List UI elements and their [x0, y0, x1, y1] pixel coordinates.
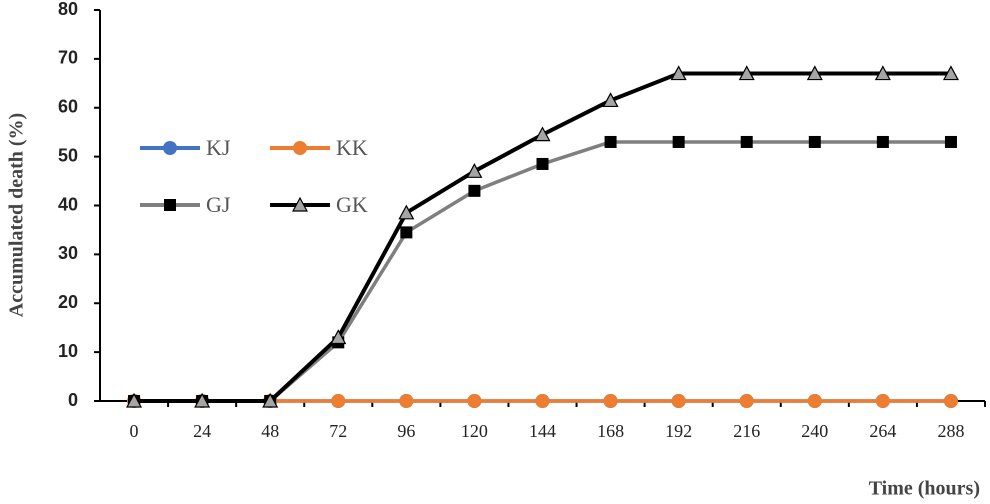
marker [942, 65, 959, 81]
legend-label: GK [336, 192, 368, 217]
marker [126, 392, 143, 408]
y-tick-label: 40 [58, 194, 78, 214]
marker [331, 394, 346, 408]
marker [535, 394, 550, 408]
marker [604, 135, 617, 148]
x-tick-label: 192 [665, 421, 692, 441]
marker [740, 135, 753, 148]
marker [164, 199, 176, 211]
marker [536, 157, 549, 170]
marker [876, 135, 889, 148]
legend-label: KK [336, 135, 368, 160]
y-tick-label: 80 [58, 0, 78, 19]
marker [671, 394, 686, 408]
marker [467, 394, 482, 408]
marker [293, 141, 307, 155]
y-axis-title: Accumulated death (%) [6, 113, 28, 317]
marker [808, 135, 821, 148]
marker [468, 184, 481, 197]
x-tick-label: 120 [461, 421, 488, 441]
x-tick-label: 240 [801, 421, 828, 441]
marker [534, 126, 551, 142]
marker [466, 163, 483, 178]
x-tick-label: 48 [261, 421, 279, 441]
y-tick-label: 70 [58, 48, 78, 68]
legend-label: GJ [206, 192, 231, 217]
y-tick-label: 50 [58, 145, 78, 165]
x-axis-title: Time (hours) [869, 478, 980, 500]
marker [398, 204, 415, 220]
series-line [134, 71, 951, 403]
marker [738, 65, 755, 81]
marker [670, 65, 687, 81]
marker [194, 392, 211, 408]
marker [163, 141, 177, 155]
x-tick-label: 24 [193, 421, 211, 441]
legend-label: KJ [206, 135, 231, 160]
marker [739, 394, 754, 408]
marker [602, 92, 619, 108]
marker [943, 394, 958, 408]
y-tick-label: 10 [58, 341, 78, 361]
marker [807, 394, 822, 408]
marker [806, 65, 823, 81]
x-tick-label: 288 [937, 421, 964, 441]
y-tick-label: 0 [68, 390, 78, 410]
y-tick-label: 20 [58, 292, 78, 312]
x-tick-label: 72 [329, 421, 347, 441]
x-tick-label: 168 [597, 421, 624, 441]
marker [875, 394, 890, 408]
marker [291, 196, 309, 212]
marker [672, 135, 685, 148]
x-tick-label: 264 [869, 421, 896, 441]
x-tick-label: 216 [733, 421, 760, 441]
y-tick-label: 30 [58, 243, 78, 263]
marker [400, 226, 413, 239]
x-tick-label: 0 [130, 421, 139, 441]
y-tick-label: 60 [58, 97, 78, 117]
series-line [134, 140, 951, 403]
marker [874, 65, 891, 81]
marker [330, 329, 347, 345]
x-tick-label: 96 [397, 421, 415, 441]
marker [399, 394, 414, 408]
marker [603, 394, 618, 408]
marker [262, 392, 279, 408]
x-tick-label: 144 [529, 421, 556, 441]
marker [944, 135, 957, 148]
